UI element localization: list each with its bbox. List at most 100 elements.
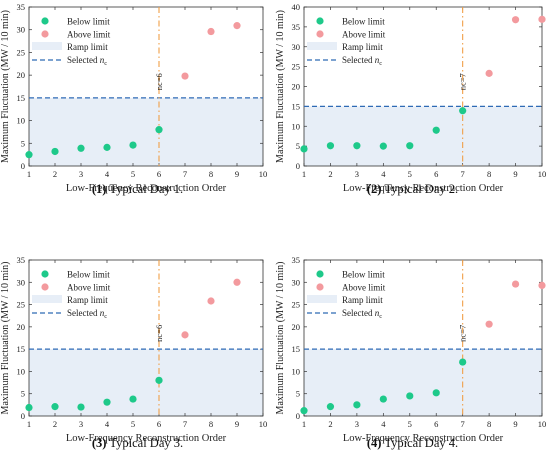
legend-ramp-swatch: [307, 295, 337, 303]
x-tick-label: 10: [538, 419, 547, 429]
point-below-limit: [155, 126, 163, 134]
x-tick-label: 3: [355, 419, 359, 429]
y-tick-label: 30: [292, 42, 301, 52]
y-tick-label: 20: [292, 82, 301, 92]
x-axis-label: Low-Frequency Reconstruction Order: [343, 433, 504, 444]
point-below-limit: [379, 395, 387, 403]
x-tick-label: 10: [538, 169, 547, 179]
y-tick-label: 5: [21, 389, 25, 399]
point-below-limit: [432, 389, 440, 397]
point-below-limit: [77, 144, 85, 152]
legend-selected-prefix: Selected: [342, 308, 375, 318]
legend-selected-label: Selected nc: [67, 55, 107, 67]
y-tick-label: 35: [17, 2, 26, 12]
x-tick-label: 1: [302, 169, 306, 179]
x-tick-label: 2: [53, 419, 57, 429]
x-tick-label: 6: [434, 419, 438, 429]
chart-panel-3: 1 2 3 4 5 6 7 8 9 10 0 5 10 15 20 25 30 35 Low-Frequency R…: [0, 255, 267, 444]
x-tick-label: 8: [209, 419, 213, 429]
x-tick-label: 1: [302, 419, 306, 429]
x-tick-label: 7: [183, 169, 187, 179]
point-below-limit: [51, 147, 59, 156]
y-axis-label: Maximum Fluctuation (MW / 10 min): [0, 262, 11, 415]
ramp-limit-band: [29, 349, 263, 416]
y-axis-label: Maximum Fluctuation (MW / 10 min): [275, 10, 286, 163]
point-below-limit: [406, 142, 414, 150]
x-tick-label: 10: [259, 419, 268, 429]
x-tick-label: 2: [328, 169, 332, 179]
legend-selected-label: Selected nc: [342, 55, 382, 67]
y-tick-label: 5: [21, 138, 25, 148]
legend-selected-label: Selected nc: [67, 308, 107, 320]
y-tick-label: 20: [17, 322, 26, 332]
legend-selected-var: n: [375, 308, 380, 318]
x-axis-label: Low-Frequency Reconstruction Order: [343, 183, 504, 194]
y-tick-label: 25: [17, 47, 26, 57]
legend-ramp-label: Ramp limit: [67, 42, 108, 52]
legend-above-label: Above limit: [67, 30, 111, 40]
point-below-limit: [300, 407, 308, 415]
chart-panel-4: 1 2 3 4 5 6 7 8 9 10 0 5 10 15 20 25 30 35 Low-Frequency R…: [275, 255, 546, 444]
x-tick-label: 1: [27, 419, 31, 429]
point-below-limit: [25, 403, 33, 412]
ramp-limit-band: [304, 106, 542, 166]
point-below-limit: [432, 126, 440, 134]
point-above-limit: [485, 320, 493, 328]
x-tick-label: 10: [259, 169, 268, 179]
point-below-limit: [103, 398, 111, 406]
point-above-limit: [485, 69, 493, 77]
point-below-limit: [51, 403, 59, 411]
point-below-limit: [326, 403, 335, 411]
x-tick-label: 7: [461, 419, 465, 429]
y-tick-label: 25: [292, 300, 301, 310]
y-tick-label: 20: [292, 322, 301, 332]
legend-above-marker: [41, 30, 49, 38]
legend-selected-prefix: Selected: [67, 308, 100, 318]
x-axis-label: Low-Frequency Reconstruction Order: [66, 433, 227, 444]
legend-selected-sub: c: [379, 313, 382, 320]
y-tick-label: 10: [292, 121, 301, 131]
legend-below-label: Below limit: [67, 17, 110, 27]
x-tick-label: 9: [513, 419, 517, 429]
legend-above-label: Above limit: [342, 30, 386, 40]
y-tick-label: 5: [296, 389, 300, 399]
x-tick-label: 2: [328, 419, 332, 429]
x-tick-label: 3: [355, 169, 359, 179]
plot-frame: [28, 6, 264, 167]
x-tick-label: 7: [183, 419, 187, 429]
legend-below-label: Below limit: [67, 270, 110, 280]
x-tick-label: 4: [105, 169, 110, 179]
legend-above-label: Above limit: [67, 283, 111, 293]
x-tick-label: 9: [235, 419, 239, 429]
x-tick-label: 4: [381, 419, 386, 429]
x-tick-label: 3: [79, 419, 83, 429]
x-tick-label: 4: [381, 169, 386, 179]
x-tick-label: 8: [487, 169, 491, 179]
plot-frame: [28, 259, 264, 417]
point-below-limit: [300, 145, 308, 153]
y-tick-label: 30: [17, 25, 26, 35]
legend-above-label: Above limit: [342, 283, 386, 293]
y-tick-label: 0: [21, 411, 25, 421]
y-axis-label: Maximum Fluctuation (MW / 10 min): [275, 262, 286, 415]
plot-frame: [303, 259, 543, 417]
selected-nc-label: nc=6: [154, 73, 164, 90]
legend-below-label: Below limit: [342, 270, 385, 280]
y-tick-label: 30: [17, 277, 26, 287]
point-above-limit: [233, 22, 241, 30]
y-tick-label: 0: [296, 161, 300, 171]
x-tick-label: 7: [461, 169, 465, 179]
point-above-limit: [181, 72, 189, 80]
legend-selected-prefix: Selected: [342, 55, 375, 65]
point-above-limit: [538, 15, 546, 23]
point-above-limit: [538, 281, 546, 290]
x-tick-label: 4: [105, 419, 110, 429]
legend-above-marker: [316, 30, 324, 38]
chart-panel-1: 1 2 3 4 5 6 7 8 9 10 0 5 10 15 20 25 30 35 Low-Frequency R…: [0, 2, 267, 194]
point-above-limit: [207, 297, 215, 305]
y-tick-label: 15: [17, 344, 26, 354]
point-below-limit: [353, 401, 361, 409]
legend-ramp-label: Ramp limit: [342, 295, 383, 305]
point-above-limit: [207, 27, 215, 36]
x-tick-label: 1: [27, 169, 31, 179]
